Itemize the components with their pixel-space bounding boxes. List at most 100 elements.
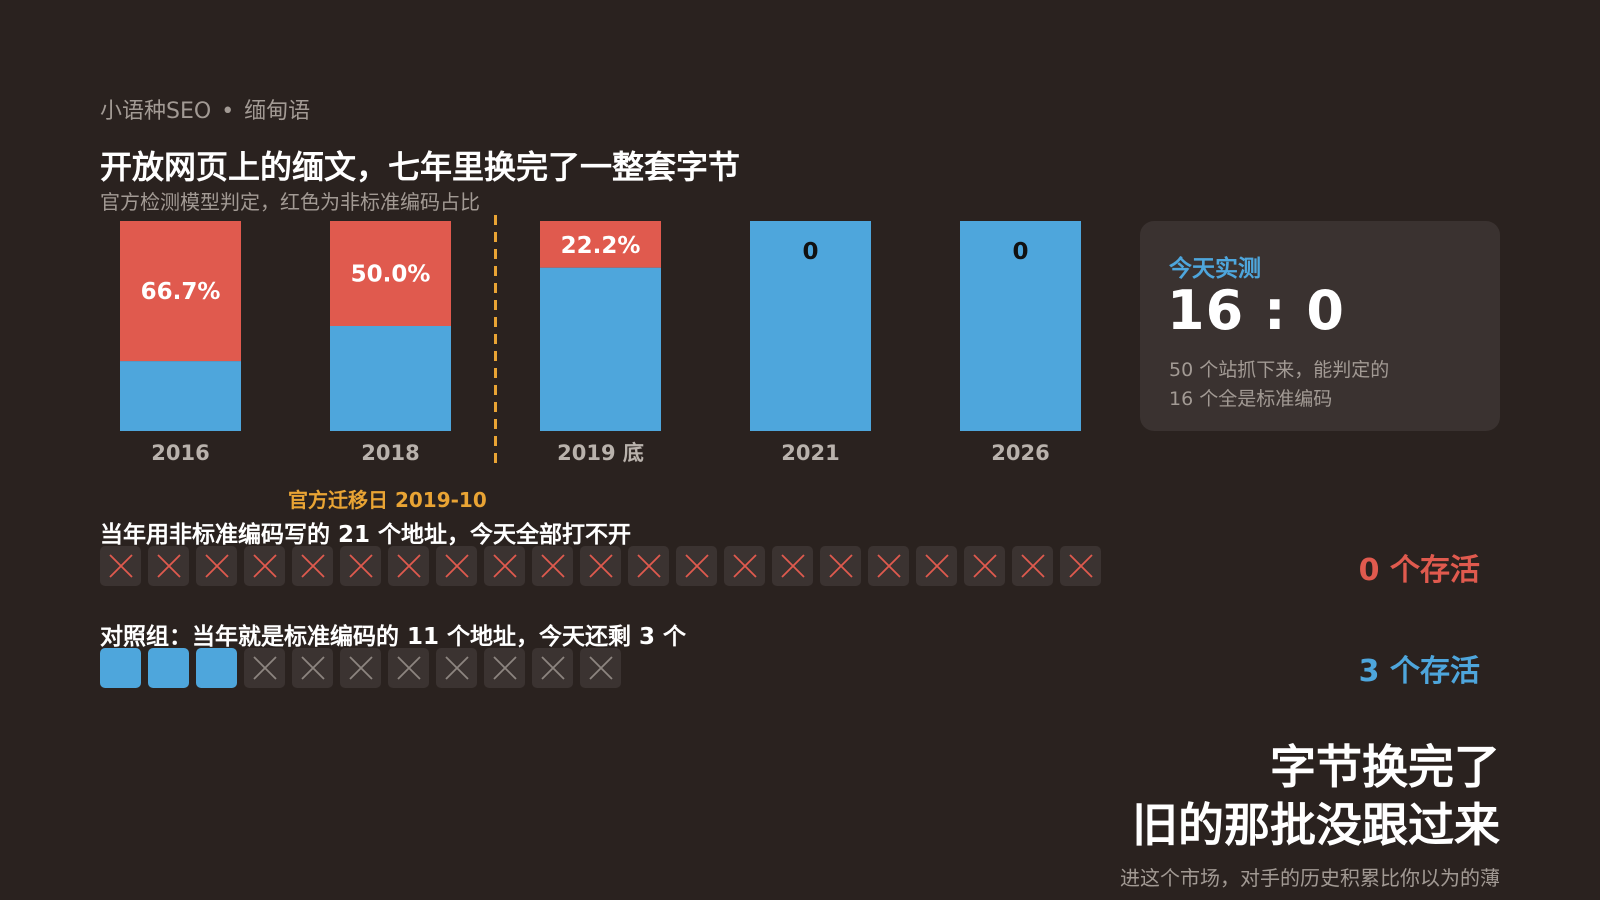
kicker-separator: • (221, 99, 235, 124)
cross-icon (252, 656, 277, 680)
control-group-label: 对照组：当年就是标准编码的 11 个地址，今天还剩 3 个 (100, 624, 687, 650)
cross-icon (108, 554, 133, 578)
cross-icon (780, 554, 805, 578)
footnote: 进这个市场，对手的历史积累比你以为的薄 (1120, 866, 1500, 890)
card-note-line2: 16 个全是标准编码 (1169, 388, 1333, 410)
cross-icon (204, 554, 229, 578)
cross-icon (684, 554, 709, 578)
dead-url-cell (388, 546, 429, 586)
dead-url-cell (1012, 546, 1053, 586)
x-tick-label-4: 2026 (991, 441, 1049, 465)
nonstandard-group-label: 当年用非标准编码写的 21 个地址，今天全部打不开 (100, 522, 632, 548)
bar-standard-0 (120, 361, 241, 431)
cross-icon (540, 656, 565, 680)
migration-date-label: 官方迁移日 2019-10 (288, 488, 487, 512)
cross-icon (828, 554, 853, 578)
bar-standard-1 (330, 326, 451, 431)
x-tick-label-1: 2018 (361, 441, 419, 465)
dead-url-cell (916, 546, 957, 586)
cross-icon (540, 554, 565, 578)
dead-url-cell (388, 648, 429, 688)
control-survive-count: 3 个存活 (1358, 654, 1480, 689)
stacked-bar-chart: 66.7% 2016 50.0% 2018 22.2% 2019 底 0 2021 0 2026 (120, 215, 1081, 470)
dead-url-cell (820, 546, 861, 586)
dead-url-cell (676, 546, 717, 586)
dead-url-cell (1060, 546, 1101, 586)
today-test-card: 今天实测 16 : 0 50 个站抓下来，能判定的 16 个全是标准编码 (1140, 221, 1500, 431)
x-tick-label-0: 2016 (151, 441, 209, 465)
cross-icon (396, 656, 421, 680)
control-url-grid (100, 648, 621, 688)
x-tick-label-2: 2019 底 (557, 441, 644, 465)
dead-url-cell (340, 546, 381, 586)
cross-icon (444, 554, 469, 578)
cross-icon (156, 554, 181, 578)
chart-title: 开放网页上的缅文，七年里换完了一整套字节 (100, 148, 741, 186)
dead-url-cell (484, 546, 525, 586)
kicker: 小语种SEO • 缅甸语 (100, 93, 310, 125)
data-label-1: 50.0% (351, 262, 431, 288)
dead-url-cell (964, 546, 1005, 586)
nonstandard-survive-count: 0 个存活 (1358, 553, 1480, 588)
kicker-language: 缅甸语 (244, 99, 311, 124)
dead-url-cell (292, 546, 333, 586)
dead-url-cell (100, 546, 141, 586)
cross-icon (876, 554, 901, 578)
data-label-4: 0 (1012, 239, 1028, 265)
dead-url-cell (244, 546, 285, 586)
dead-url-cell (484, 648, 525, 688)
dead-url-cell (532, 546, 573, 586)
cross-icon (492, 554, 517, 578)
data-label-0: 66.7% (141, 279, 221, 305)
cross-icon (588, 554, 613, 578)
dead-url-cell (340, 648, 381, 688)
conclusion-line2: 旧的那批没跟过来 (1132, 798, 1500, 852)
bar-standard-4 (960, 221, 1081, 431)
dead-url-cell (196, 546, 237, 586)
cross-icon (492, 656, 517, 680)
cross-icon (924, 554, 949, 578)
cross-icon (732, 554, 757, 578)
dead-url-cell (436, 648, 477, 688)
dead-url-cell (532, 648, 573, 688)
cross-icon (348, 656, 373, 680)
cross-icon (252, 554, 277, 578)
alive-url-cell (196, 648, 237, 688)
card-heading: 今天实测 (1169, 256, 1261, 282)
dead-url-cell (148, 546, 189, 586)
dead-url-cell (628, 546, 669, 586)
dead-url-cell (580, 648, 621, 688)
dead-url-cell (772, 546, 813, 586)
dead-url-cell (244, 648, 285, 688)
kicker-topic: 小语种SEO (100, 99, 212, 124)
bar-nonstandard-1 (330, 221, 451, 326)
cross-icon (588, 656, 613, 680)
nonstandard-url-grid (100, 546, 1101, 586)
dead-url-cell (868, 546, 909, 586)
bar-nonstandard-0 (120, 221, 241, 362)
cross-icon (348, 554, 373, 578)
data-label-3: 0 (802, 239, 818, 265)
cross-icon (1068, 554, 1093, 578)
bar-standard-3 (750, 221, 871, 431)
dead-url-cell (292, 648, 333, 688)
card-score: 16 : 0 (1167, 279, 1345, 342)
cross-icon (396, 554, 421, 578)
chart-subtitle: 官方检测模型判定，红色为非标准编码占比 (100, 190, 480, 214)
cross-icon (1020, 554, 1045, 578)
dead-url-cell (580, 546, 621, 586)
card-note-line1: 50 个站抓下来，能判定的 (1169, 359, 1390, 381)
alive-url-cell (148, 648, 189, 688)
bar-standard-2 (540, 267, 661, 431)
cross-icon (444, 656, 469, 680)
conclusion-line1: 字节换完了 (1270, 740, 1500, 794)
x-tick-label-3: 2021 (781, 441, 839, 465)
cross-icon (636, 554, 661, 578)
dead-url-cell (724, 546, 765, 586)
cross-icon (300, 656, 325, 680)
cross-icon (972, 554, 997, 578)
bar-nonstandard-2 (540, 221, 661, 268)
conclusion: 字节换完了 旧的那批没跟过来 (1132, 738, 1500, 854)
data-label-2: 22.2% (561, 233, 641, 259)
